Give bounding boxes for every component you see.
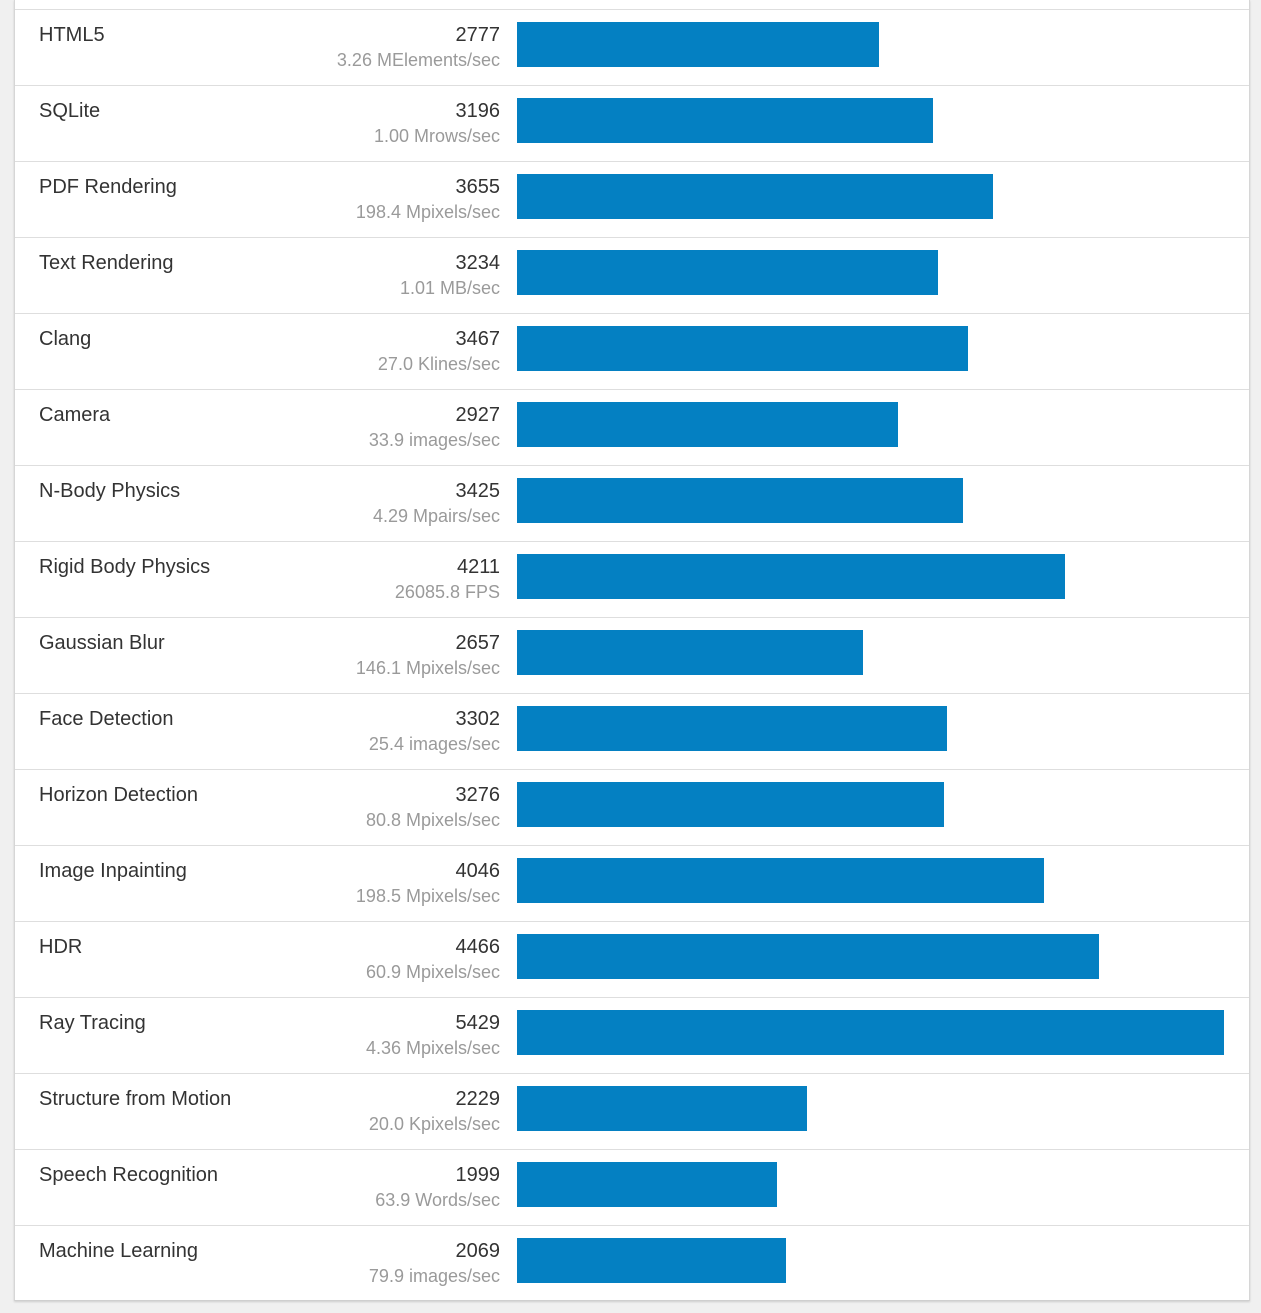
benchmark-score: 2777 xyxy=(455,24,501,46)
benchmark-name: Clang xyxy=(39,328,92,350)
benchmark-score: 2229 xyxy=(455,1088,501,1110)
benchmark-row: Speech Recognition 1999 63.9 Words/sec xyxy=(15,1150,1249,1226)
benchmark-score: 4046 xyxy=(455,860,501,882)
score-bar xyxy=(517,98,933,143)
score-bar xyxy=(517,858,1044,903)
benchmark-name: HTML5 xyxy=(39,24,105,46)
benchmark-score: 3425 xyxy=(455,480,501,502)
benchmark-rate: 146.1 Mpixels/sec xyxy=(355,658,500,678)
benchmark-name: Rigid Body Physics xyxy=(39,556,211,578)
benchmark-name: N-Body Physics xyxy=(39,480,181,502)
benchmark-rate: 80.8 Mpixels/sec xyxy=(365,810,500,830)
benchmark-name: Text Rendering xyxy=(39,252,174,274)
benchmark-rate: 20.0 Kpixels/sec xyxy=(368,1114,500,1134)
benchmark-score: 3655 xyxy=(455,176,501,198)
benchmark-score: 4211 xyxy=(456,556,500,578)
benchmark-score: 2069 xyxy=(455,1240,501,1262)
score-bar xyxy=(517,934,1099,979)
benchmark-rate: 1.00 Mrows/sec xyxy=(373,126,500,146)
benchmark-rate: 4.36 Mpixels/sec xyxy=(365,1038,500,1058)
benchmark-score: 4466 xyxy=(455,936,501,958)
benchmark-rate: 198.4 Mpixels/sec xyxy=(355,202,500,222)
benchmark-row: Face Detection 3302 25.4 images/sec xyxy=(15,694,1249,770)
benchmark-row: Image Inpainting 4046 198.5 Mpixels/sec xyxy=(15,846,1249,922)
score-bar xyxy=(517,22,879,67)
benchmark-name: Ray Tracing xyxy=(39,1012,146,1034)
benchmark-rate: 198.5 Mpixels/sec xyxy=(355,886,500,906)
benchmark-rate: 79.9 images/sec xyxy=(368,1266,500,1286)
benchmark-rate: 27.0 Klines/sec xyxy=(377,354,500,374)
benchmark-rate: 3.26 MElements/sec xyxy=(336,50,500,70)
benchmark-row: Text Rendering 3234 1.01 MB/sec xyxy=(15,238,1249,314)
score-bar xyxy=(517,630,863,675)
benchmark-rate: 4.29 Mpairs/sec xyxy=(372,506,500,526)
benchmark-row: N-Body Physics 3425 4.29 Mpairs/sec xyxy=(15,466,1249,542)
benchmark-row: Camera 2927 33.9 images/sec xyxy=(15,390,1249,466)
score-bar xyxy=(517,782,944,827)
benchmark-score: 2657 xyxy=(455,632,501,654)
benchmark-row: Machine Learning 2069 79.9 images/sec xyxy=(15,1226,1249,1302)
benchmark-row: Clang 3467 27.0 Klines/sec xyxy=(15,314,1249,390)
score-bar xyxy=(517,402,898,447)
benchmark-row: Rigid Body Physics 4211 26085.8 FPS xyxy=(15,542,1249,618)
benchmark-row: Structure from Motion 2229 20.0 Kpixels/se… xyxy=(15,1074,1249,1150)
score-bar xyxy=(517,174,993,219)
benchmark-name: Structure from Motion xyxy=(39,1088,232,1110)
benchmark-score: 2927 xyxy=(455,404,501,426)
benchmark-name: HDR xyxy=(39,936,83,958)
benchmark-rate: 60.9 Mpixels/sec xyxy=(365,962,500,982)
top-divider xyxy=(15,9,1249,10)
score-bar xyxy=(517,1086,807,1131)
benchmark-row: SQLite 3196 1.00 Mrows/sec xyxy=(15,86,1249,162)
benchmark-name: Machine Learning xyxy=(39,1240,198,1262)
score-bar xyxy=(517,478,963,523)
benchmark-row: Ray Tracing 5429 4.36 Mpixels/sec xyxy=(15,998,1249,1074)
benchmark-results-panel: HTML5 2777 3.26 MElements/sec SQLite 3196 1.0… xyxy=(14,0,1250,1301)
benchmark-score: 3276 xyxy=(455,784,501,806)
benchmark-score: 3234 xyxy=(455,252,501,274)
benchmark-name: Horizon Detection xyxy=(39,784,198,806)
benchmark-name: PDF Rendering xyxy=(39,176,177,198)
benchmark-score: 3302 xyxy=(455,708,501,730)
score-bar xyxy=(517,1010,1224,1055)
benchmark-row: HTML5 2777 3.26 MElements/sec xyxy=(15,10,1249,86)
benchmark-score: 3196 xyxy=(455,100,501,122)
score-bar xyxy=(517,1162,777,1207)
benchmark-rate: 63.9 Words/sec xyxy=(375,1190,500,1210)
benchmark-score: 1999 xyxy=(455,1164,501,1186)
benchmark-score: 3467 xyxy=(455,328,501,350)
score-bar xyxy=(517,706,947,751)
benchmark-row: Gaussian Blur 2657 146.1 Mpixels/sec xyxy=(15,618,1249,694)
score-bar xyxy=(517,554,1065,599)
benchmark-row: HDR 4466 60.9 Mpixels/sec xyxy=(15,922,1249,998)
benchmark-rate: 25.4 images/sec xyxy=(368,734,500,754)
benchmark-name: Speech Recognition xyxy=(39,1164,219,1186)
benchmark-score: 5429 xyxy=(455,1012,501,1034)
score-bar xyxy=(517,1238,786,1283)
benchmark-row: PDF Rendering 3655 198.4 Mpixels/sec xyxy=(15,162,1249,238)
benchmark-rate: 26085.8 FPS xyxy=(394,582,500,602)
score-bar xyxy=(517,250,938,295)
benchmark-rate: 33.9 images/sec xyxy=(368,430,500,450)
benchmark-name: Gaussian Blur xyxy=(39,632,165,654)
score-bar xyxy=(517,326,968,371)
benchmark-name: SQLite xyxy=(39,100,101,122)
benchmark-row: Horizon Detection 3276 80.8 Mpixels/sec xyxy=(15,770,1249,846)
benchmark-rate: 1.01 MB/sec xyxy=(399,278,500,298)
benchmark-name: Camera xyxy=(39,404,111,426)
benchmark-name: Image Inpainting xyxy=(39,860,187,882)
benchmark-name: Face Detection xyxy=(39,708,174,730)
